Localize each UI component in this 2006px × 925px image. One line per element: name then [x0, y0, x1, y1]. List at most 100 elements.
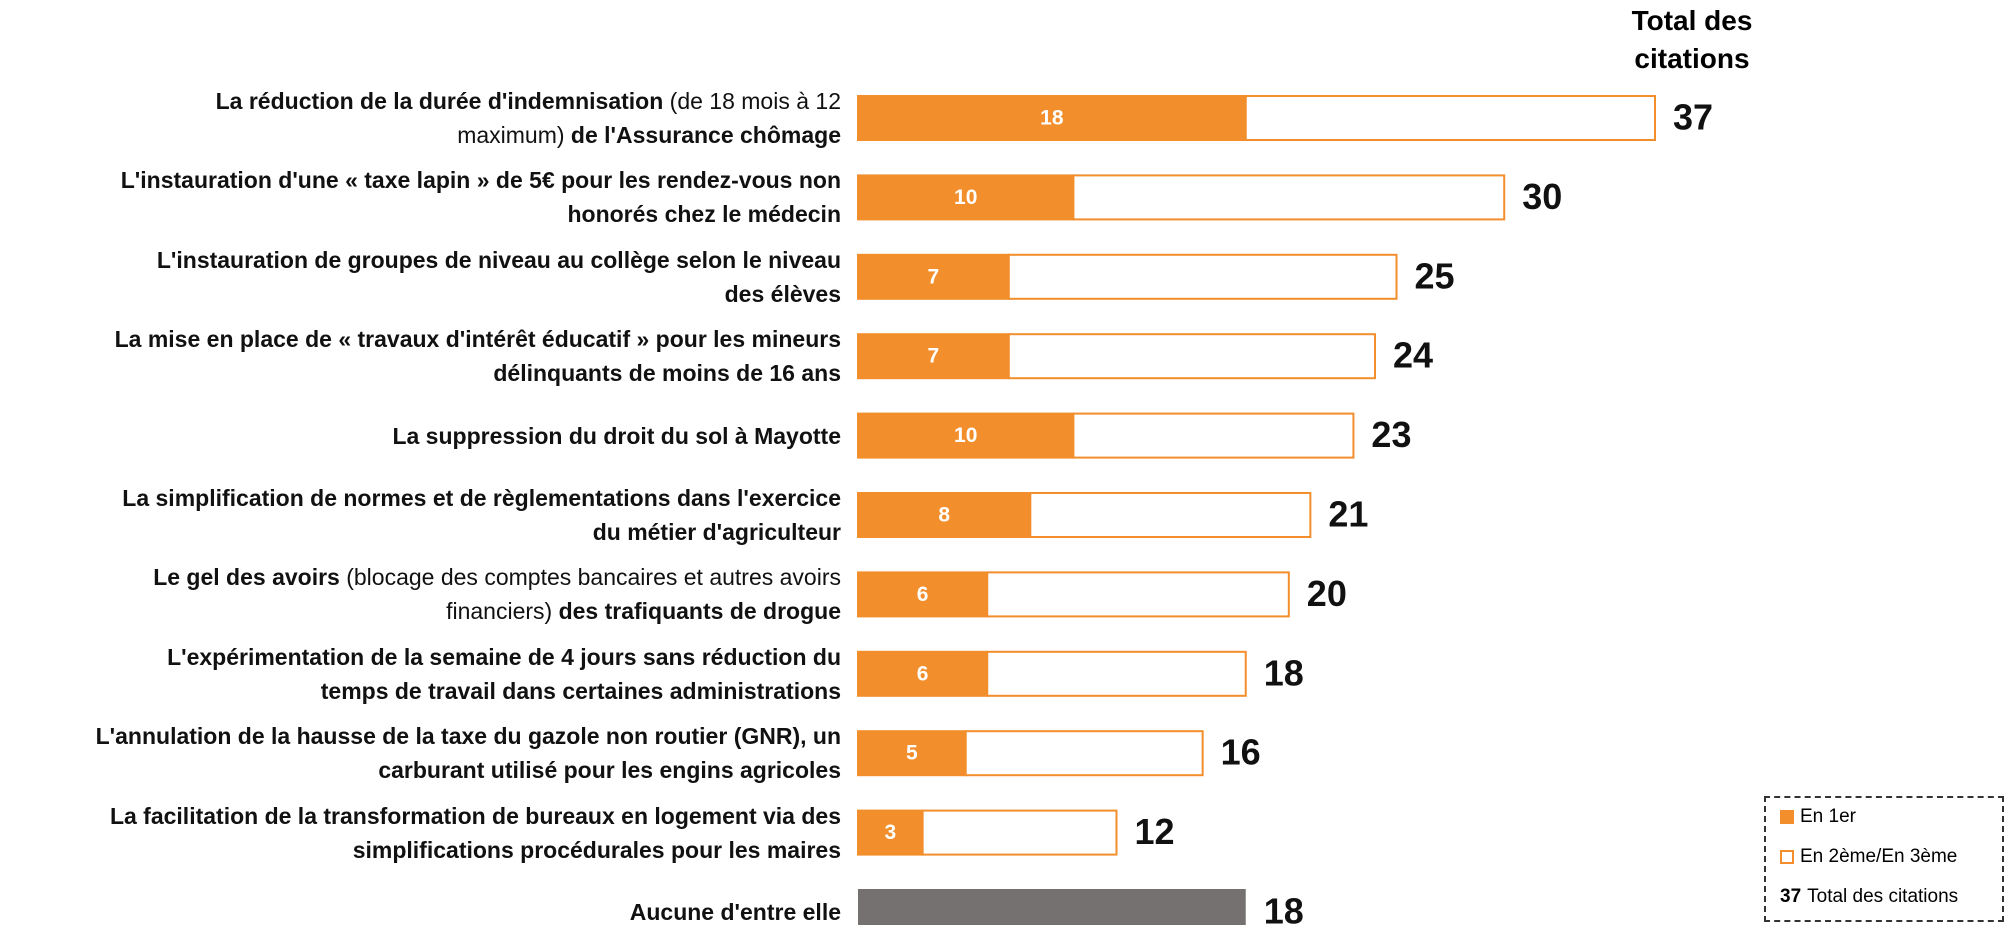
bar-segment [1072, 412, 1355, 459]
total-label: 30 [1522, 176, 1562, 217]
label-part: L'expérimentation de la semaine de 4 jou… [167, 643, 841, 670]
label-part: La mise en place de « travaux d'intérêt … [114, 326, 841, 353]
bar-segment [857, 809, 924, 856]
label-part: La facilitation de la transformation de … [109, 802, 841, 829]
label-part: des élèves [724, 280, 841, 307]
label-part: maximum) [457, 122, 571, 148]
bar-segment [857, 571, 989, 618]
label-line: La simplification de normes et de règlem… [122, 481, 841, 515]
label-line: L'instauration de groupes de niveau au c… [157, 243, 841, 277]
label-part: honorés chez le médecin [567, 201, 841, 228]
bar-segment [857, 174, 1075, 221]
label-line: Aucune d'entre elle [630, 895, 841, 925]
bar-segment [857, 492, 1032, 538]
label-part: carburant utilisé pour les engins agrico… [378, 757, 841, 784]
bar-segment [1007, 333, 1376, 380]
label-part: L'instauration d'une « taxe lapin » de 5… [120, 167, 841, 194]
bar-segment [964, 730, 1204, 777]
category-label: La mise en place de « travaux d'intérêt … [115, 322, 841, 390]
total-label: 16 [1221, 732, 1261, 773]
label-line: simplifications procédurales pour les ma… [110, 833, 841, 867]
label-part: La suppression du droit du sol à Mayotte [392, 422, 841, 449]
category-label: L'annulation de la hausse de la taxe du … [96, 719, 841, 787]
category-label: L'instauration d'une « taxe lapin » de 5… [121, 163, 841, 231]
label-line: La facilitation de la transformation de … [110, 799, 841, 833]
segment-label: 5 [906, 742, 918, 765]
label-part: La réduction de la durée d'indemnisation [215, 88, 664, 114]
label-line: délinquants de moins de 16 ans [115, 356, 841, 390]
label-line: La suppression du droit du sol à Mayotte [392, 419, 841, 453]
label-part: Aucune d'entre elle [629, 899, 841, 925]
bar-segment [857, 412, 1075, 459]
label-part: de l'Assurance chômage [570, 122, 841, 148]
bar-segment [921, 809, 1118, 856]
legend-swatch [1780, 810, 1794, 824]
legend-total-example: 37 [1780, 886, 1802, 907]
bar-segment [1072, 174, 1506, 221]
total-label: 18 [1264, 652, 1304, 693]
label-line: honorés chez le médecin [121, 197, 841, 231]
segment-label: 6 [917, 583, 929, 606]
label-line: financiers) des trafiquants de drogue [153, 594, 841, 628]
bar-segment [857, 730, 967, 777]
label-line: Le gel des avoirs (blocage des comptes b… [153, 560, 841, 594]
bar-segment [986, 650, 1247, 697]
total-label: 12 [1134, 811, 1174, 852]
label-part: des trafiquants de drogue [558, 598, 841, 625]
total-label: 37 [1673, 97, 1713, 138]
total-label: 20 [1307, 573, 1347, 614]
label-line: maximum) de l'Assurance chômage [216, 118, 841, 152]
legend-label: Total des citations [1807, 886, 1959, 907]
bar-segment [1029, 492, 1312, 538]
total-label: 23 [1371, 414, 1411, 455]
bar-segment [857, 95, 1247, 141]
category-label: L'instauration de groupes de niveau au c… [157, 243, 841, 311]
label-line: des élèves [157, 277, 841, 311]
label-part: (de 18 mois à 12 [663, 88, 841, 114]
label-line: du métier d'agriculteur [122, 515, 841, 549]
total-label: 24 [1393, 335, 1433, 376]
legend-item: En 1er [1780, 806, 1856, 828]
label-part: financiers) [446, 598, 559, 625]
segment-label: 10 [954, 424, 977, 447]
label-line: L'annulation de la hausse de la taxe du … [96, 719, 841, 753]
label-part: simplifications procédurales pour les ma… [352, 836, 841, 863]
legend-item: 37 Total des citations [1780, 886, 1958, 908]
totals-header: Total des citations [1631, 5, 1753, 74]
label-part: temps de travail dans certaines administ… [320, 677, 841, 704]
label-line: carburant utilisé pour les engins agrico… [96, 753, 841, 787]
category-label: La suppression du droit du sol à Mayotte [392, 419, 841, 453]
category-label: La simplification de normes et de règlem… [122, 481, 841, 549]
label-part: Le gel des avoirs [153, 564, 340, 591]
label-part: (blocage des comptes bancaires et autres… [339, 564, 841, 591]
total-label: 21 [1328, 494, 1368, 535]
bar-segment [1244, 95, 1656, 141]
label-line: La mise en place de « travaux d'intérêt … [115, 322, 841, 356]
bar-segment [1007, 253, 1398, 300]
none-bar [858, 889, 1246, 925]
segment-label: 18 [1040, 107, 1064, 130]
category-label: Aucune d'entre elle [630, 895, 841, 925]
label-part: délinquants de moins de 16 ans [493, 360, 841, 387]
legend: En 1er En 2ème/En 3ème 37 Total des citatio… [1764, 796, 2004, 922]
label-line: L'expérimentation de la semaine de 4 jou… [167, 640, 841, 674]
segment-label: 6 [917, 662, 929, 685]
legend-swatch [1780, 850, 1794, 864]
label-part: La simplification de normes et de règlem… [122, 485, 841, 511]
total-label: 18 [1264, 891, 1304, 925]
segment-label: 7 [928, 345, 940, 368]
total-label: 25 [1415, 255, 1455, 296]
segment-label: 10 [954, 186, 977, 209]
label-part: L'instauration de groupes de niveau au c… [156, 246, 841, 273]
legend-item: En 2ème/En 3ème [1780, 846, 1957, 868]
category-label: L'expérimentation de la semaine de 4 jou… [167, 640, 841, 708]
label-line: temps de travail dans certaines administ… [167, 674, 841, 708]
label-line: La réduction de la durée d'indemnisation… [216, 84, 841, 118]
bar-segment [986, 571, 1290, 618]
category-label: Le gel des avoirs (blocage des comptes b… [153, 560, 841, 628]
segment-label: 8 [938, 504, 950, 527]
segment-label: 7 [928, 265, 940, 288]
label-part: L'annulation de la hausse de la taxe du … [95, 723, 841, 750]
